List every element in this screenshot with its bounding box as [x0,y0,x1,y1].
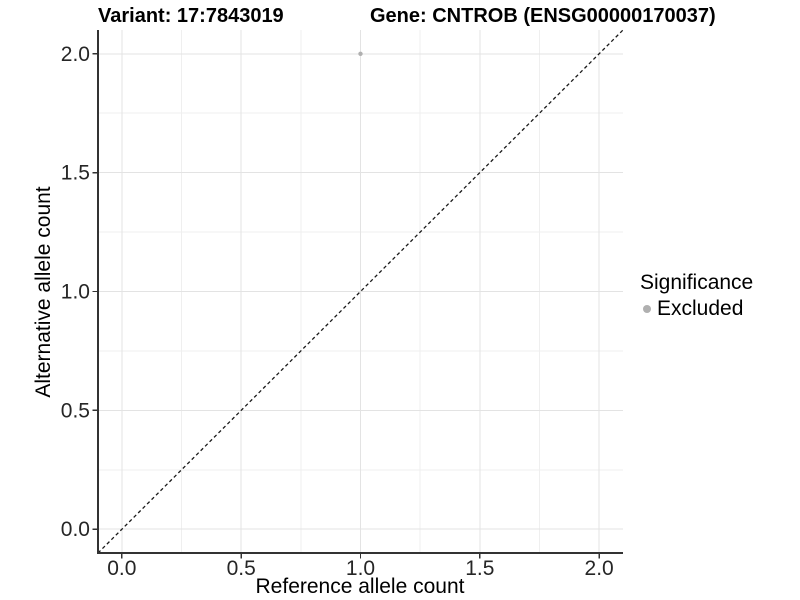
identity-dashed-line [97,29,624,554]
plot-title-gene: Gene: CNTROB (ENSG00000170037) [370,5,716,27]
y-tick-label: 1.5 [61,162,90,185]
legend-item-label: Excluded [657,297,744,320]
x-tick-label: 0.0 [107,557,136,580]
x-tick-label: 0.5 [227,557,256,580]
y-tick-label: 0.5 [61,399,90,422]
x-axis-title: Reference allele count [255,575,465,598]
data-point [358,51,363,56]
x-tick-label: 1.5 [465,557,494,580]
y-tick-label: 0.0 [61,518,90,541]
legend: Significance Excluded [640,271,753,321]
x-tick-label: 1.0 [346,557,375,580]
y-tick-label: 1.0 [61,281,90,304]
x-tick-label: 2.0 [585,557,614,580]
legend-title: Significance [640,271,754,294]
legend-item-excluded: Excluded [640,297,753,321]
excluded-point-icon [643,305,651,313]
y-tick-label: 2.0 [61,43,90,66]
y-axis-title: Alternative allele count [32,186,55,398]
plot-title-variant: Variant: 17:7843019 [98,5,284,27]
